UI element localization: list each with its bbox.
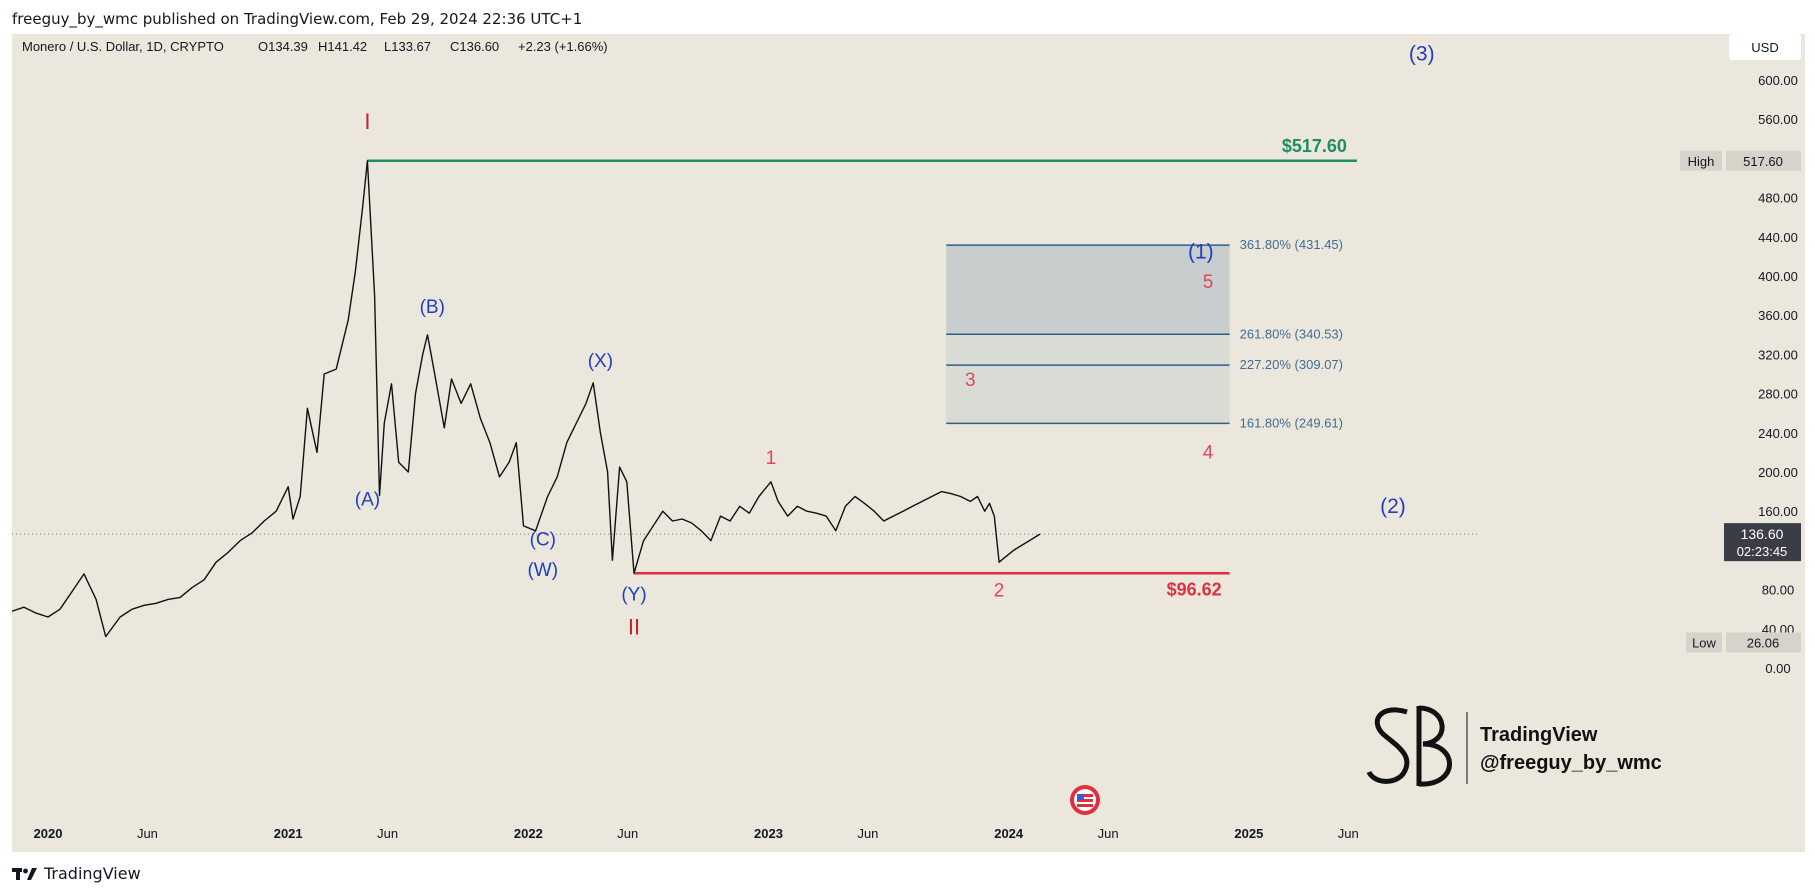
y-tick-label: 400.00 xyxy=(1758,269,1798,284)
high-value: 517.60 xyxy=(1743,154,1783,169)
x-tick-label: 2023 xyxy=(754,826,783,841)
time-axis[interactable]: 2020 Jun 2021 Jun 2022 Jun 2023 Jun 2024 Jun 2025 J… xyxy=(34,826,1359,841)
fib-zone-upper xyxy=(946,245,1230,335)
author-watermark: TradingView @freeguy_by_wmc xyxy=(1366,705,1662,787)
y-tick-label: 240.00 xyxy=(1758,426,1798,441)
wave-label: 2 xyxy=(994,580,1005,601)
price-line xyxy=(12,160,1041,638)
wave-label: (1) xyxy=(1188,240,1214,263)
y-tick-label: 600.00 xyxy=(1758,73,1798,88)
wave-label: (2) xyxy=(1380,495,1406,518)
y-tick-label: 360.00 xyxy=(1758,308,1798,323)
y-tick-label: 560.00 xyxy=(1758,112,1798,127)
low-value-bg xyxy=(1726,632,1801,653)
bar-countdown-label: 02:23:45 xyxy=(1737,544,1788,559)
x-tick-label: Jun xyxy=(1338,826,1359,841)
low-line-label: $96.62 xyxy=(1167,579,1222,599)
wave-label: (W) xyxy=(527,560,558,581)
y-tick-label: 80.00 xyxy=(1762,583,1795,598)
footer-brand[interactable]: TradingView xyxy=(12,864,141,883)
wave-label: (Y) xyxy=(621,584,646,605)
ohlc-high: H141.42 xyxy=(318,39,367,54)
x-tick-label: Jun xyxy=(377,826,398,841)
y-tick-label: 480.00 xyxy=(1758,191,1798,206)
y-tick-label: 0.00 xyxy=(1765,661,1790,676)
footer-brand-label: TradingView xyxy=(44,864,141,883)
chart-area[interactable]: Monero / U.S. Dollar, 1D, CRYPTO O134.39… xyxy=(12,34,1805,852)
watermark-line2: @freeguy_by_wmc xyxy=(1480,752,1662,774)
level-lines[interactable]: $517.60 $96.62 xyxy=(12,136,1477,600)
y-tick-label: 320.00 xyxy=(1758,347,1798,362)
low-tag-bg xyxy=(1686,632,1722,653)
wave-annotations: I (B) (X) (A) (C) (W) (Y) II 1 2 3 4 5 (1) (2) (3) xyxy=(355,42,1435,639)
price-axis[interactable]: 600.00560.00520.00480.00440.00400.00360.… xyxy=(1680,73,1801,676)
high-tag: High xyxy=(1688,154,1715,169)
wave-label: (X) xyxy=(588,351,613,372)
wave-label: 1 xyxy=(766,448,777,469)
current-price-label: 136.60 xyxy=(1741,526,1784,542)
x-tick-label: 2020 xyxy=(34,826,63,841)
wave-label: (A) xyxy=(355,489,380,510)
low-tag: Low xyxy=(1692,635,1716,650)
low-value: 26.06 xyxy=(1747,635,1780,650)
wave-label: 3 xyxy=(965,370,976,391)
wave-label: I xyxy=(364,109,370,134)
wave-label: 4 xyxy=(1203,442,1214,463)
fib-zone-lower xyxy=(946,334,1230,424)
ohlc-change: +2.23 (+1.66%) xyxy=(518,39,608,54)
x-tick-label: 2022 xyxy=(514,826,543,841)
currency-button-bg[interactable] xyxy=(1729,34,1801,60)
x-tick-label: Jun xyxy=(137,826,158,841)
wave-label: (B) xyxy=(420,297,445,318)
wave-label: II xyxy=(628,615,640,640)
y-tick-label: 440.00 xyxy=(1758,230,1798,245)
wave-label: (3) xyxy=(1409,42,1435,65)
current-price-badge xyxy=(1724,523,1801,562)
high-value-bg xyxy=(1726,150,1801,171)
currency-button[interactable]: USD xyxy=(1751,40,1778,55)
fib-level-label: 261.80% (340.53) xyxy=(1240,326,1343,341)
x-tick-label: Jun xyxy=(617,826,638,841)
chart-title: Monero / U.S. Dollar, 1D, CRYPTO xyxy=(22,39,224,54)
ohlc-low: L133.67 xyxy=(384,39,431,54)
high-line-label: $517.60 xyxy=(1282,136,1347,156)
sb-logo-icon xyxy=(1366,705,1452,787)
price-series xyxy=(12,160,1041,638)
fib-level-label: 227.20% (309.07) xyxy=(1240,357,1343,372)
price-chart[interactable]: Monero / U.S. Dollar, 1D, CRYPTO O134.39… xyxy=(12,34,1805,852)
watermark-line1: TradingView xyxy=(1480,724,1598,746)
x-tick-label: 2025 xyxy=(1234,826,1263,841)
high-tag-bg xyxy=(1680,150,1722,171)
ohlc-close: C136.60 xyxy=(450,39,499,54)
x-tick-label: 2021 xyxy=(274,826,303,841)
wave-label: 5 xyxy=(1203,272,1214,293)
fib-level-label: 161.80% (249.61) xyxy=(1240,415,1343,430)
y-tick-label: 160.00 xyxy=(1758,504,1798,519)
tradingview-logo-icon xyxy=(12,867,37,880)
x-tick-label: Jun xyxy=(1098,826,1119,841)
fib-level-label: 361.80% (431.45) xyxy=(1240,237,1343,252)
us-flag-event-icon[interactable] xyxy=(1070,785,1100,815)
wave-label: (C) xyxy=(530,530,556,551)
y-tick-label: 200.00 xyxy=(1758,465,1798,480)
y-tick-label: 280.00 xyxy=(1758,387,1798,402)
x-tick-label: 2024 xyxy=(994,826,1024,841)
published-caption: freeguy_by_wmc published on TradingView.… xyxy=(12,10,583,28)
fib-extension[interactable]: 361.80% (431.45) 261.80% (340.53) 227.20% … xyxy=(946,237,1343,430)
ohlc-open: O134.39 xyxy=(258,39,308,54)
x-tick-label: Jun xyxy=(857,826,878,841)
